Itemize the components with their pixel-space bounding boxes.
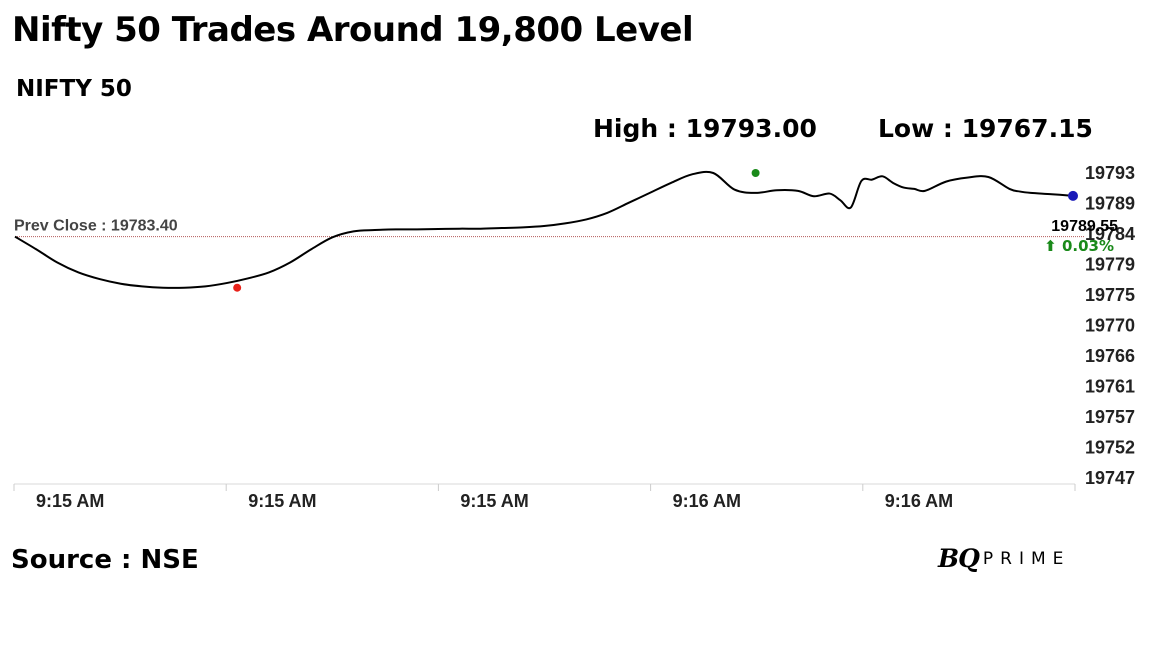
y-tick-label: 19766 (1085, 346, 1135, 366)
y-tick-label: 19775 (1085, 285, 1135, 305)
high-marker (751, 169, 760, 177)
source-note: Source : NSE (11, 545, 199, 575)
last-marker (1068, 190, 1078, 201)
brand-logo-word: PRIME (982, 549, 1071, 569)
x-tick-label: 9:15 AM (248, 491, 316, 511)
y-tick-label: 19752 (1085, 438, 1135, 458)
brand-logo-mark: BQ (938, 544, 980, 573)
change-percent-label: ⬆ 0.03% (1044, 237, 1114, 255)
nifty-price-line (14, 170, 1074, 289)
y-tick-label: 19789 (1085, 194, 1135, 214)
brand-logo: BQ PRIME (938, 544, 1070, 573)
y-tick-label: 19779 (1085, 255, 1135, 275)
y-tick-label: 19747 (1085, 468, 1135, 488)
last-price-label: 19789.55 (1051, 218, 1118, 235)
y-tick-label: 19784 (1085, 224, 1135, 244)
x-tick-label: 9:16 AM (885, 491, 953, 511)
x-tick-label: 9:16 AM (673, 491, 741, 511)
y-tick-label: 19761 (1085, 377, 1135, 397)
low-marker (233, 283, 242, 292)
index-name: NIFTY 50 (16, 76, 132, 102)
y-tick-label: 19793 (1085, 163, 1135, 183)
day-high: High : 19793.00 (593, 114, 817, 143)
x-tick-label: 9:15 AM (36, 491, 104, 511)
x-tick-label: 9:15 AM (460, 491, 528, 511)
page-title: Nifty 50 Trades Around 19,800 Level (12, 10, 694, 50)
y-tick-label: 19757 (1085, 407, 1135, 427)
day-low: Low : 19767.15 (878, 114, 1093, 143)
y-tick-label: 19770 (1085, 316, 1135, 336)
prev-close-label: Prev Close : 19783.40 (14, 218, 178, 235)
